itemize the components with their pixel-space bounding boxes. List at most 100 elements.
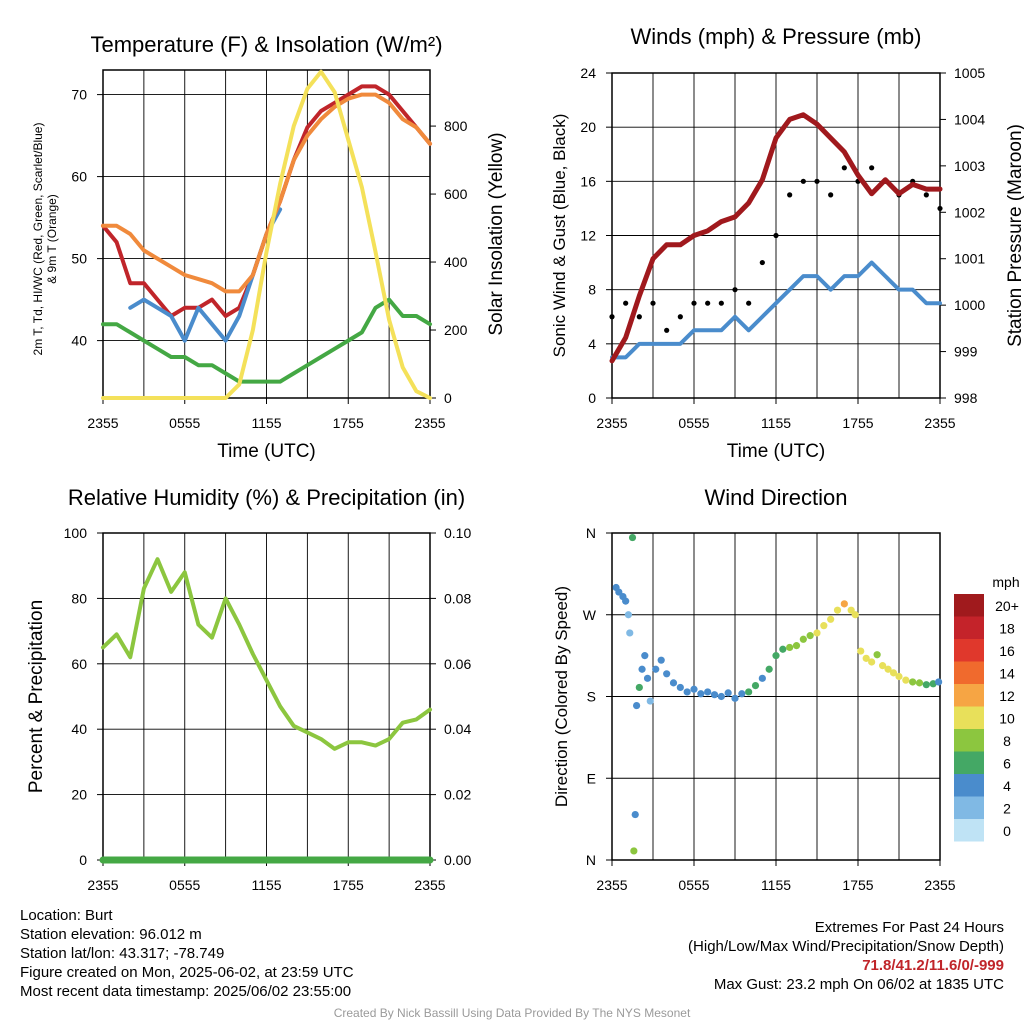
- series-point-gust: [923, 192, 929, 198]
- wind-direction-point: [922, 681, 930, 689]
- y2-tick-label: 0.08: [444, 590, 471, 606]
- x-tick-label: 1755: [333, 877, 364, 893]
- y2-tick-label: 0.02: [444, 787, 471, 803]
- extremes-subtitle: (High/Low/Max Wind/Precipitation/Snow De…: [688, 938, 1004, 955]
- wind-direction-point: [628, 533, 637, 542]
- series-point-gust: [746, 300, 752, 306]
- extremes-panel: Extremes For Past 24 Hours (High/Low/Max…: [688, 918, 1004, 994]
- y-axis-label: 2m T, Td, HI/WC (Red, Green, Scarlet/Blu…: [31, 123, 45, 356]
- series-point-gust: [718, 300, 724, 306]
- y-tick-label: 12: [580, 228, 596, 244]
- max-gust: Max Gust: 23.2 mph On 06/02 at 1835 UTC: [713, 976, 1004, 993]
- colorbar-label: 14: [999, 666, 1015, 682]
- y2-tick-label: 400: [444, 254, 468, 270]
- chart-title: Winds (mph) & Pressure (mb): [631, 24, 922, 49]
- colorbar-label: 20+: [995, 598, 1019, 614]
- colorbar-swatch: [954, 819, 984, 842]
- colorbar-swatch: [954, 661, 984, 684]
- y2-tick-label: 800: [444, 118, 468, 134]
- y2-tick-label: 600: [444, 186, 468, 202]
- wind-direction-point: [915, 679, 924, 687]
- y2-tick-label: 1005: [954, 65, 985, 81]
- wind-direction-point: [862, 654, 870, 662]
- wind-direction-point: [889, 669, 898, 677]
- colorbar-swatch: [954, 706, 984, 729]
- wind-direction-point: [643, 674, 652, 682]
- series-line-t9m: [101, 92, 432, 294]
- wind-direction-point: [657, 656, 665, 664]
- chart-title: Temperature (F) & Insolation (W/m²): [90, 32, 442, 57]
- wind-direction-point: [710, 691, 719, 699]
- station-elevation: Station elevation: 96.012 m: [20, 926, 202, 943]
- x-tick-label: 2355: [87, 415, 118, 431]
- wind-direction-point: [857, 647, 865, 655]
- series-point-gust: [636, 314, 642, 320]
- series-point-gust: [841, 165, 847, 171]
- series-point-gust: [677, 314, 683, 320]
- y2-tick-label: 200: [444, 322, 468, 338]
- series-point-gust: [773, 232, 779, 239]
- wind-direction-point: [624, 611, 633, 619]
- y-tick-label: N: [586, 525, 596, 541]
- series-point-gust: [650, 300, 656, 306]
- series-point-gust: [664, 327, 670, 333]
- extremes-values: 71.8/41.2/11.6/0/-999: [862, 957, 1004, 974]
- wind-direction-point: [622, 597, 630, 605]
- series-point-gust: [691, 300, 697, 306]
- x-tick-label: 0555: [169, 415, 200, 431]
- x-tick-label: 1155: [761, 877, 791, 893]
- wind-direction-point: [786, 643, 794, 652]
- colorbar-label: 0: [1003, 823, 1011, 839]
- series-line-insolation: [101, 69, 432, 400]
- y2-tick-label: 998: [954, 390, 978, 406]
- colorbar-swatch: [954, 616, 984, 639]
- x-tick-label: 2355: [414, 415, 445, 431]
- y-tick-label: 4: [588, 336, 596, 352]
- colorbar-label: 10: [999, 711, 1015, 727]
- x-tick-label: 2355: [87, 877, 118, 893]
- y-tick-label: E: [587, 770, 596, 786]
- wind-direction-point: [935, 678, 943, 686]
- colorbar-label: 6: [1003, 756, 1011, 772]
- y2-tick-label: 0.04: [444, 721, 471, 737]
- colorbar-swatch: [954, 774, 984, 797]
- y-tick-label: 100: [64, 525, 88, 541]
- colorbar-swatch: [954, 639, 984, 662]
- x-axis-label: Time (UTC): [727, 441, 826, 462]
- y-tick-label: 0: [588, 390, 596, 406]
- wind-direction-point: [633, 701, 641, 710]
- x-tick-label: 2355: [596, 415, 627, 431]
- y-tick-label: 20: [71, 787, 87, 803]
- series-line-rh: [101, 557, 432, 751]
- wind-direction-point: [827, 615, 835, 623]
- wind-direction-point: [806, 632, 814, 640]
- colorbar-label: 4: [1003, 778, 1011, 794]
- colorbar-label: 12: [999, 688, 1015, 704]
- wind-direction-point: [895, 672, 903, 681]
- wind-direction-point: [758, 674, 766, 682]
- colorbar-title: mph: [992, 574, 1019, 590]
- y-axis-label: Percent & Precipitation: [26, 600, 47, 793]
- wind-direction-point: [902, 676, 910, 684]
- figure-created: Figure created on Mon, 2025-06-02, at 23…: [20, 964, 354, 981]
- extremes-title: Extremes For Past 24 Hours: [814, 919, 1004, 936]
- y-tick-label: 20: [580, 119, 596, 135]
- y-tick-label: 40: [71, 333, 87, 349]
- wind-direction-point: [799, 635, 807, 643]
- colorbar-swatch: [954, 729, 984, 752]
- wind-direction-point: [641, 652, 649, 660]
- wind-direction-point: [683, 688, 691, 696]
- wind-direction-point: [879, 662, 887, 670]
- wind-direction-point: [704, 688, 712, 696]
- series-point-gust: [937, 205, 943, 212]
- x-tick-label: 1755: [333, 415, 364, 431]
- y-tick-label: 16: [580, 173, 596, 189]
- wind-direction-point: [929, 680, 937, 688]
- y2-tick-label: 1000: [954, 297, 985, 313]
- y2-tick-label: 0.10: [444, 525, 471, 541]
- colorbar-swatch: [954, 594, 984, 617]
- x-tick-label: 1155: [251, 415, 281, 431]
- wind-direction-point: [635, 683, 643, 692]
- series-point-gust: [732, 287, 738, 293]
